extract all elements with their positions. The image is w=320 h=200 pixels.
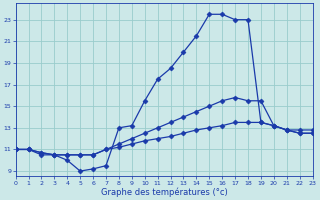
X-axis label: Graphe des températures (°c): Graphe des températures (°c) [101, 187, 228, 197]
